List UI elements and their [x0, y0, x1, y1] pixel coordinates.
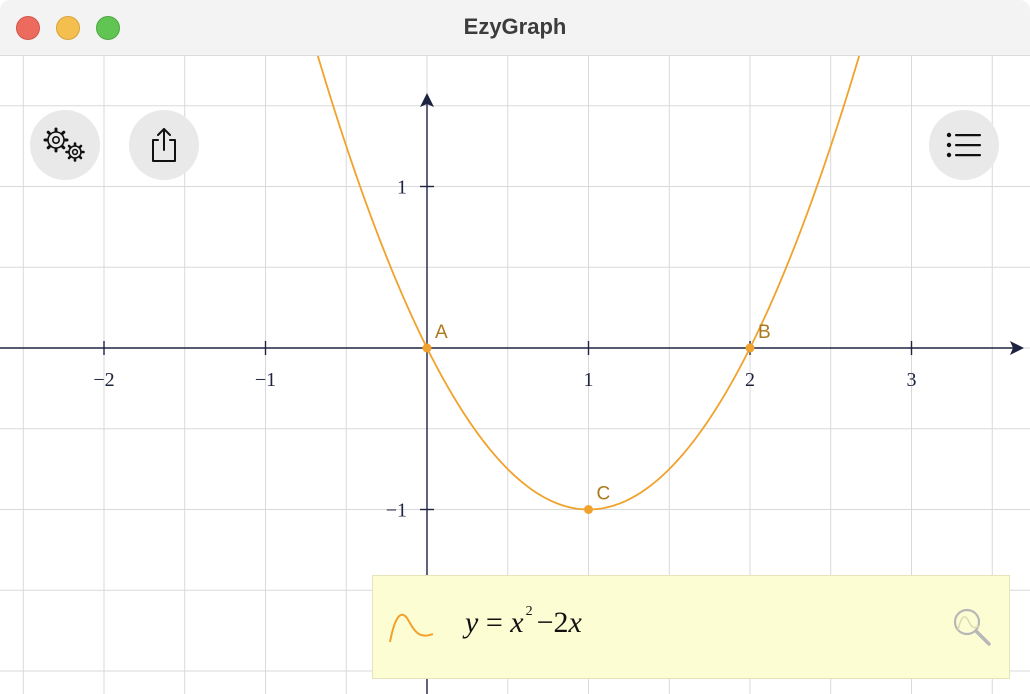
window-title: EzyGraph: [463, 14, 567, 39]
curve-icon: [389, 613, 434, 643]
equation-equals: =: [485, 606, 503, 639]
point-c[interactable]: [584, 505, 593, 514]
equation-term1-var: x: [510, 606, 524, 639]
points: A B C: [422, 322, 771, 514]
close-window-button[interactable]: [16, 16, 40, 40]
equation-exponent: 2: [525, 604, 533, 619]
point-b[interactable]: [745, 343, 755, 353]
maximize-window-button[interactable]: [96, 16, 120, 40]
equation-lhs: y: [465, 606, 479, 639]
y-axis-arrow: [420, 93, 434, 107]
x-axis-arrow: [1010, 341, 1024, 355]
equation-panel[interactable]: y = x 2 −2x: [372, 575, 1010, 679]
minimize-window-button[interactable]: [56, 16, 80, 40]
point-label-b: B: [758, 322, 771, 343]
list-menu-button[interactable]: [929, 110, 999, 180]
point-a[interactable]: [422, 343, 432, 353]
x-tick-label: 3: [907, 369, 917, 391]
equation-term2: 2: [553, 606, 569, 639]
x-tick-label: −1: [255, 369, 276, 391]
share-icon: [152, 128, 176, 162]
share-button[interactable]: [129, 110, 199, 180]
equation-text[interactable]: y = x 2 −2x: [465, 604, 582, 640]
x-tick-label: 2: [745, 369, 755, 391]
function-curve[interactable]: [1, 56, 1025, 511]
x-tick-label: 1: [584, 369, 594, 391]
y-tick-label: 1: [397, 177, 407, 199]
equation-term2-var: x: [568, 606, 582, 639]
magnifier-icon[interactable]: [949, 604, 995, 650]
equation-minus: −: [536, 606, 554, 639]
gears-icon: [43, 127, 85, 162]
point-label-a: A: [435, 322, 448, 343]
list-icon: [946, 132, 981, 158]
point-label-c: C: [597, 484, 611, 505]
y-tick-label: −1: [386, 500, 407, 522]
settings-button[interactable]: [30, 110, 100, 180]
x-tick-label: −2: [93, 369, 114, 391]
title-bar: EzyGraph: [0, 0, 1030, 56]
